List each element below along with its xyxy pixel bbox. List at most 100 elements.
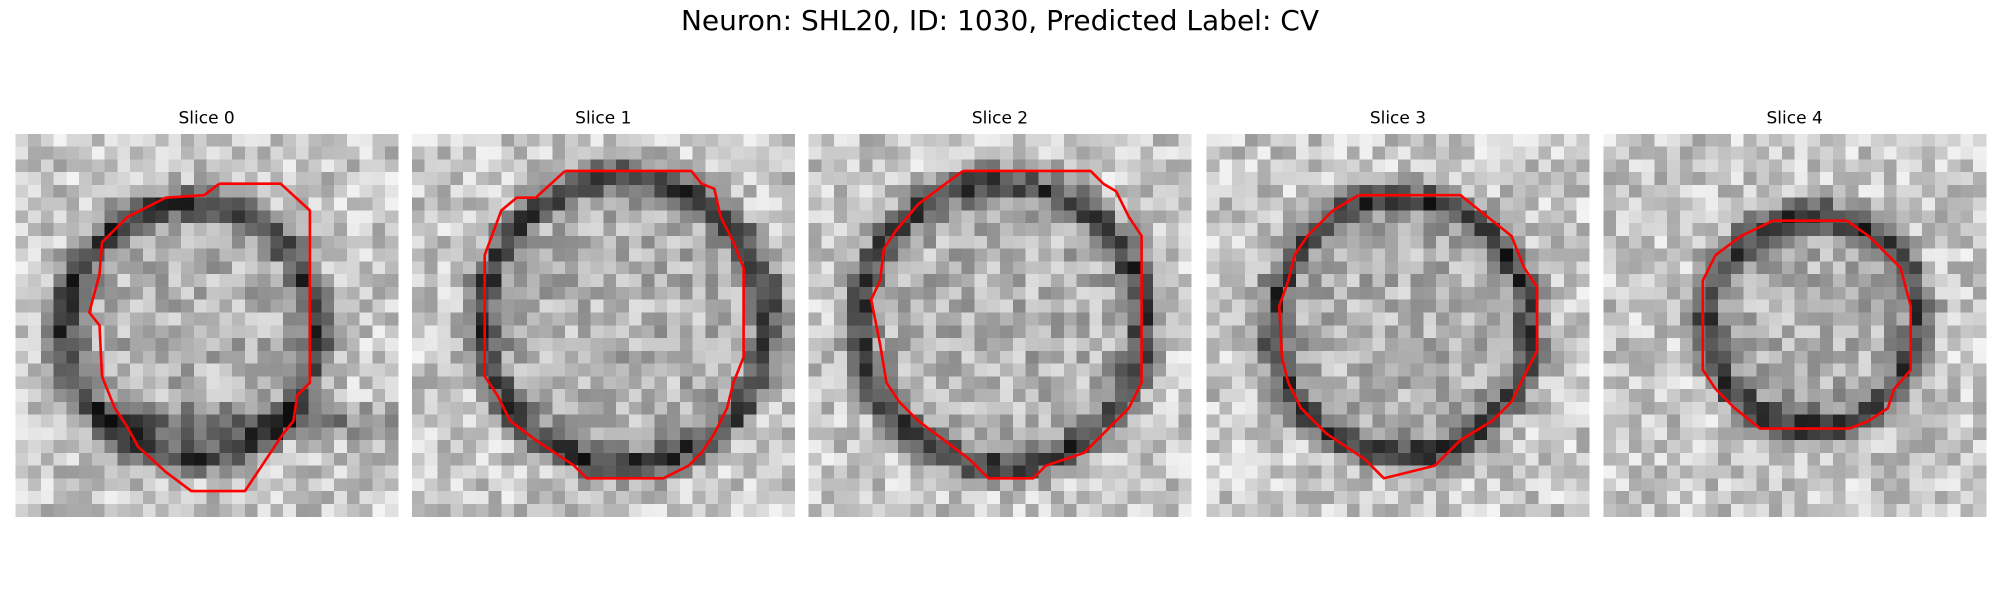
pixel [1321, 159, 1335, 173]
pixel [1960, 389, 1974, 403]
pixel [846, 223, 860, 237]
pixel [1794, 172, 1808, 186]
pixel [1321, 133, 1335, 147]
pixel [961, 491, 975, 505]
pixel [437, 223, 451, 237]
pixel [743, 286, 757, 301]
pixel [257, 299, 271, 313]
pixel [692, 363, 706, 377]
pixel [1730, 325, 1744, 339]
pixel [359, 325, 373, 339]
pixel [219, 478, 233, 492]
pixel [1487, 325, 1501, 339]
pixel [705, 172, 719, 186]
pixel [1679, 478, 1693, 492]
pixel [565, 465, 579, 479]
pixel [1603, 389, 1617, 403]
pixel [514, 133, 528, 147]
pixel [91, 440, 105, 454]
pixel [1947, 325, 1961, 339]
pixel [1038, 235, 1052, 250]
pixel [897, 427, 912, 441]
pixel [437, 286, 451, 301]
pixel [1076, 376, 1090, 390]
pixel [1165, 363, 1179, 377]
pixel [1563, 184, 1577, 199]
pixel [667, 401, 681, 415]
pixel [1270, 427, 1284, 441]
pixel [1178, 478, 1192, 492]
pixel [1628, 223, 1642, 237]
pixel [1743, 401, 1757, 415]
pixel [1616, 159, 1630, 173]
pixel [1244, 452, 1258, 466]
pixel [1576, 350, 1590, 364]
pixel [104, 440, 118, 454]
pixel [603, 133, 617, 147]
pixel [1718, 427, 1732, 441]
pixel [244, 159, 258, 173]
pixel [346, 440, 360, 454]
pixel [923, 146, 937, 160]
pixel [1385, 427, 1399, 441]
pixel [1114, 376, 1128, 390]
pixel [756, 223, 770, 237]
pixel [821, 401, 835, 415]
pixel [1063, 261, 1077, 275]
pixel [1244, 465, 1258, 479]
pixel [1641, 146, 1655, 160]
pixel [1794, 414, 1808, 428]
pixel [821, 312, 835, 326]
pixel [1461, 299, 1475, 313]
pixel [1603, 312, 1617, 326]
pixel [628, 235, 642, 250]
pixel [872, 440, 886, 454]
pixel [514, 414, 528, 428]
pixel [40, 184, 54, 199]
pixel [1576, 223, 1590, 237]
pixel [475, 210, 489, 224]
pixel [948, 491, 963, 505]
pixel [1244, 133, 1258, 147]
pixel [104, 197, 118, 211]
pixel [565, 389, 579, 403]
pixel [1359, 248, 1373, 262]
pixel [1896, 235, 1910, 250]
pixel [1346, 465, 1360, 479]
pixel [834, 210, 848, 224]
pixel [1845, 389, 1859, 403]
pixel [501, 146, 515, 160]
pixel [232, 274, 246, 288]
pixel [859, 452, 873, 466]
pixel [411, 159, 426, 173]
pixel [1960, 401, 1974, 415]
panel: Slice 0 [15, 109, 399, 517]
pixel [79, 133, 93, 147]
pixel [1397, 133, 1412, 147]
pixel [437, 452, 451, 466]
pixel [372, 146, 386, 160]
pixel [15, 401, 29, 415]
pixel [1487, 389, 1501, 403]
pixel [155, 465, 169, 479]
pixel [1947, 440, 1961, 454]
pixel [616, 389, 630, 403]
pixel [1628, 491, 1642, 505]
pixel [730, 133, 744, 147]
pixel [1871, 133, 1885, 147]
pixel [488, 312, 502, 326]
pixel [1012, 452, 1026, 466]
pixel [1051, 235, 1065, 250]
pixel [590, 363, 604, 377]
pixel [667, 133, 681, 147]
pixel [206, 350, 220, 364]
pixel [40, 325, 54, 339]
pixel [411, 235, 426, 250]
pixel [1576, 235, 1590, 250]
pixel [923, 286, 937, 301]
pixel [1858, 376, 1872, 390]
pixel [1667, 248, 1681, 262]
pixel [1820, 299, 1834, 313]
pixel [1178, 389, 1192, 403]
pixel [1232, 274, 1246, 288]
